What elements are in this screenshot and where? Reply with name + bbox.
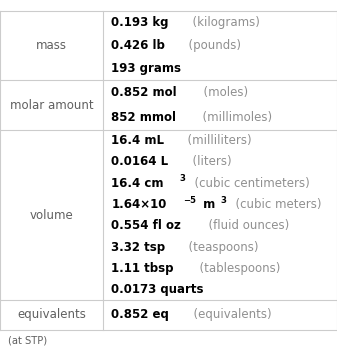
Text: (kilograms): (kilograms) [185, 16, 260, 29]
Text: 0.193 kg: 0.193 kg [111, 16, 169, 29]
Text: volume: volume [30, 209, 73, 221]
Text: molar amount: molar amount [9, 99, 93, 112]
Text: 852 mmol: 852 mmol [111, 111, 176, 124]
Text: 0.852 eq: 0.852 eq [111, 309, 169, 321]
Text: (at STP): (at STP) [8, 335, 48, 346]
Text: (pounds): (pounds) [181, 39, 241, 52]
Text: 16.4 cm: 16.4 cm [111, 177, 164, 189]
Text: 3: 3 [179, 174, 185, 183]
Text: (cubic centimeters): (cubic centimeters) [187, 177, 309, 189]
Text: (moles): (moles) [196, 86, 248, 99]
Text: 3.32 tsp: 3.32 tsp [111, 241, 165, 253]
Text: mass: mass [36, 39, 67, 52]
Text: 0.554 fl oz: 0.554 fl oz [111, 219, 181, 232]
Text: 0.426 lb: 0.426 lb [111, 39, 165, 52]
Text: (cubic meters): (cubic meters) [228, 198, 321, 211]
Text: (teaspoons): (teaspoons) [181, 241, 258, 253]
Text: m: m [200, 198, 216, 211]
Text: 193 grams: 193 grams [111, 62, 181, 76]
Text: (equivalents): (equivalents) [186, 309, 272, 321]
Text: 3: 3 [220, 196, 226, 205]
Text: −5: −5 [183, 196, 196, 205]
Text: 0.0173 quarts: 0.0173 quarts [111, 283, 204, 296]
Text: (milliliters): (milliliters) [180, 134, 251, 147]
Text: (liters): (liters) [185, 155, 232, 168]
Text: 1.64×10: 1.64×10 [111, 198, 166, 211]
Text: 0.0164 L: 0.0164 L [111, 155, 168, 168]
Text: 16.4 mL: 16.4 mL [111, 134, 164, 147]
Text: equivalents: equivalents [17, 309, 86, 321]
Text: (fluid ounces): (fluid ounces) [202, 219, 289, 232]
Text: 0.852 mol: 0.852 mol [111, 86, 177, 99]
Text: 1.11 tbsp: 1.11 tbsp [111, 262, 174, 275]
Text: (millimoles): (millimoles) [195, 111, 272, 124]
Text: (tablespoons): (tablespoons) [192, 262, 280, 275]
